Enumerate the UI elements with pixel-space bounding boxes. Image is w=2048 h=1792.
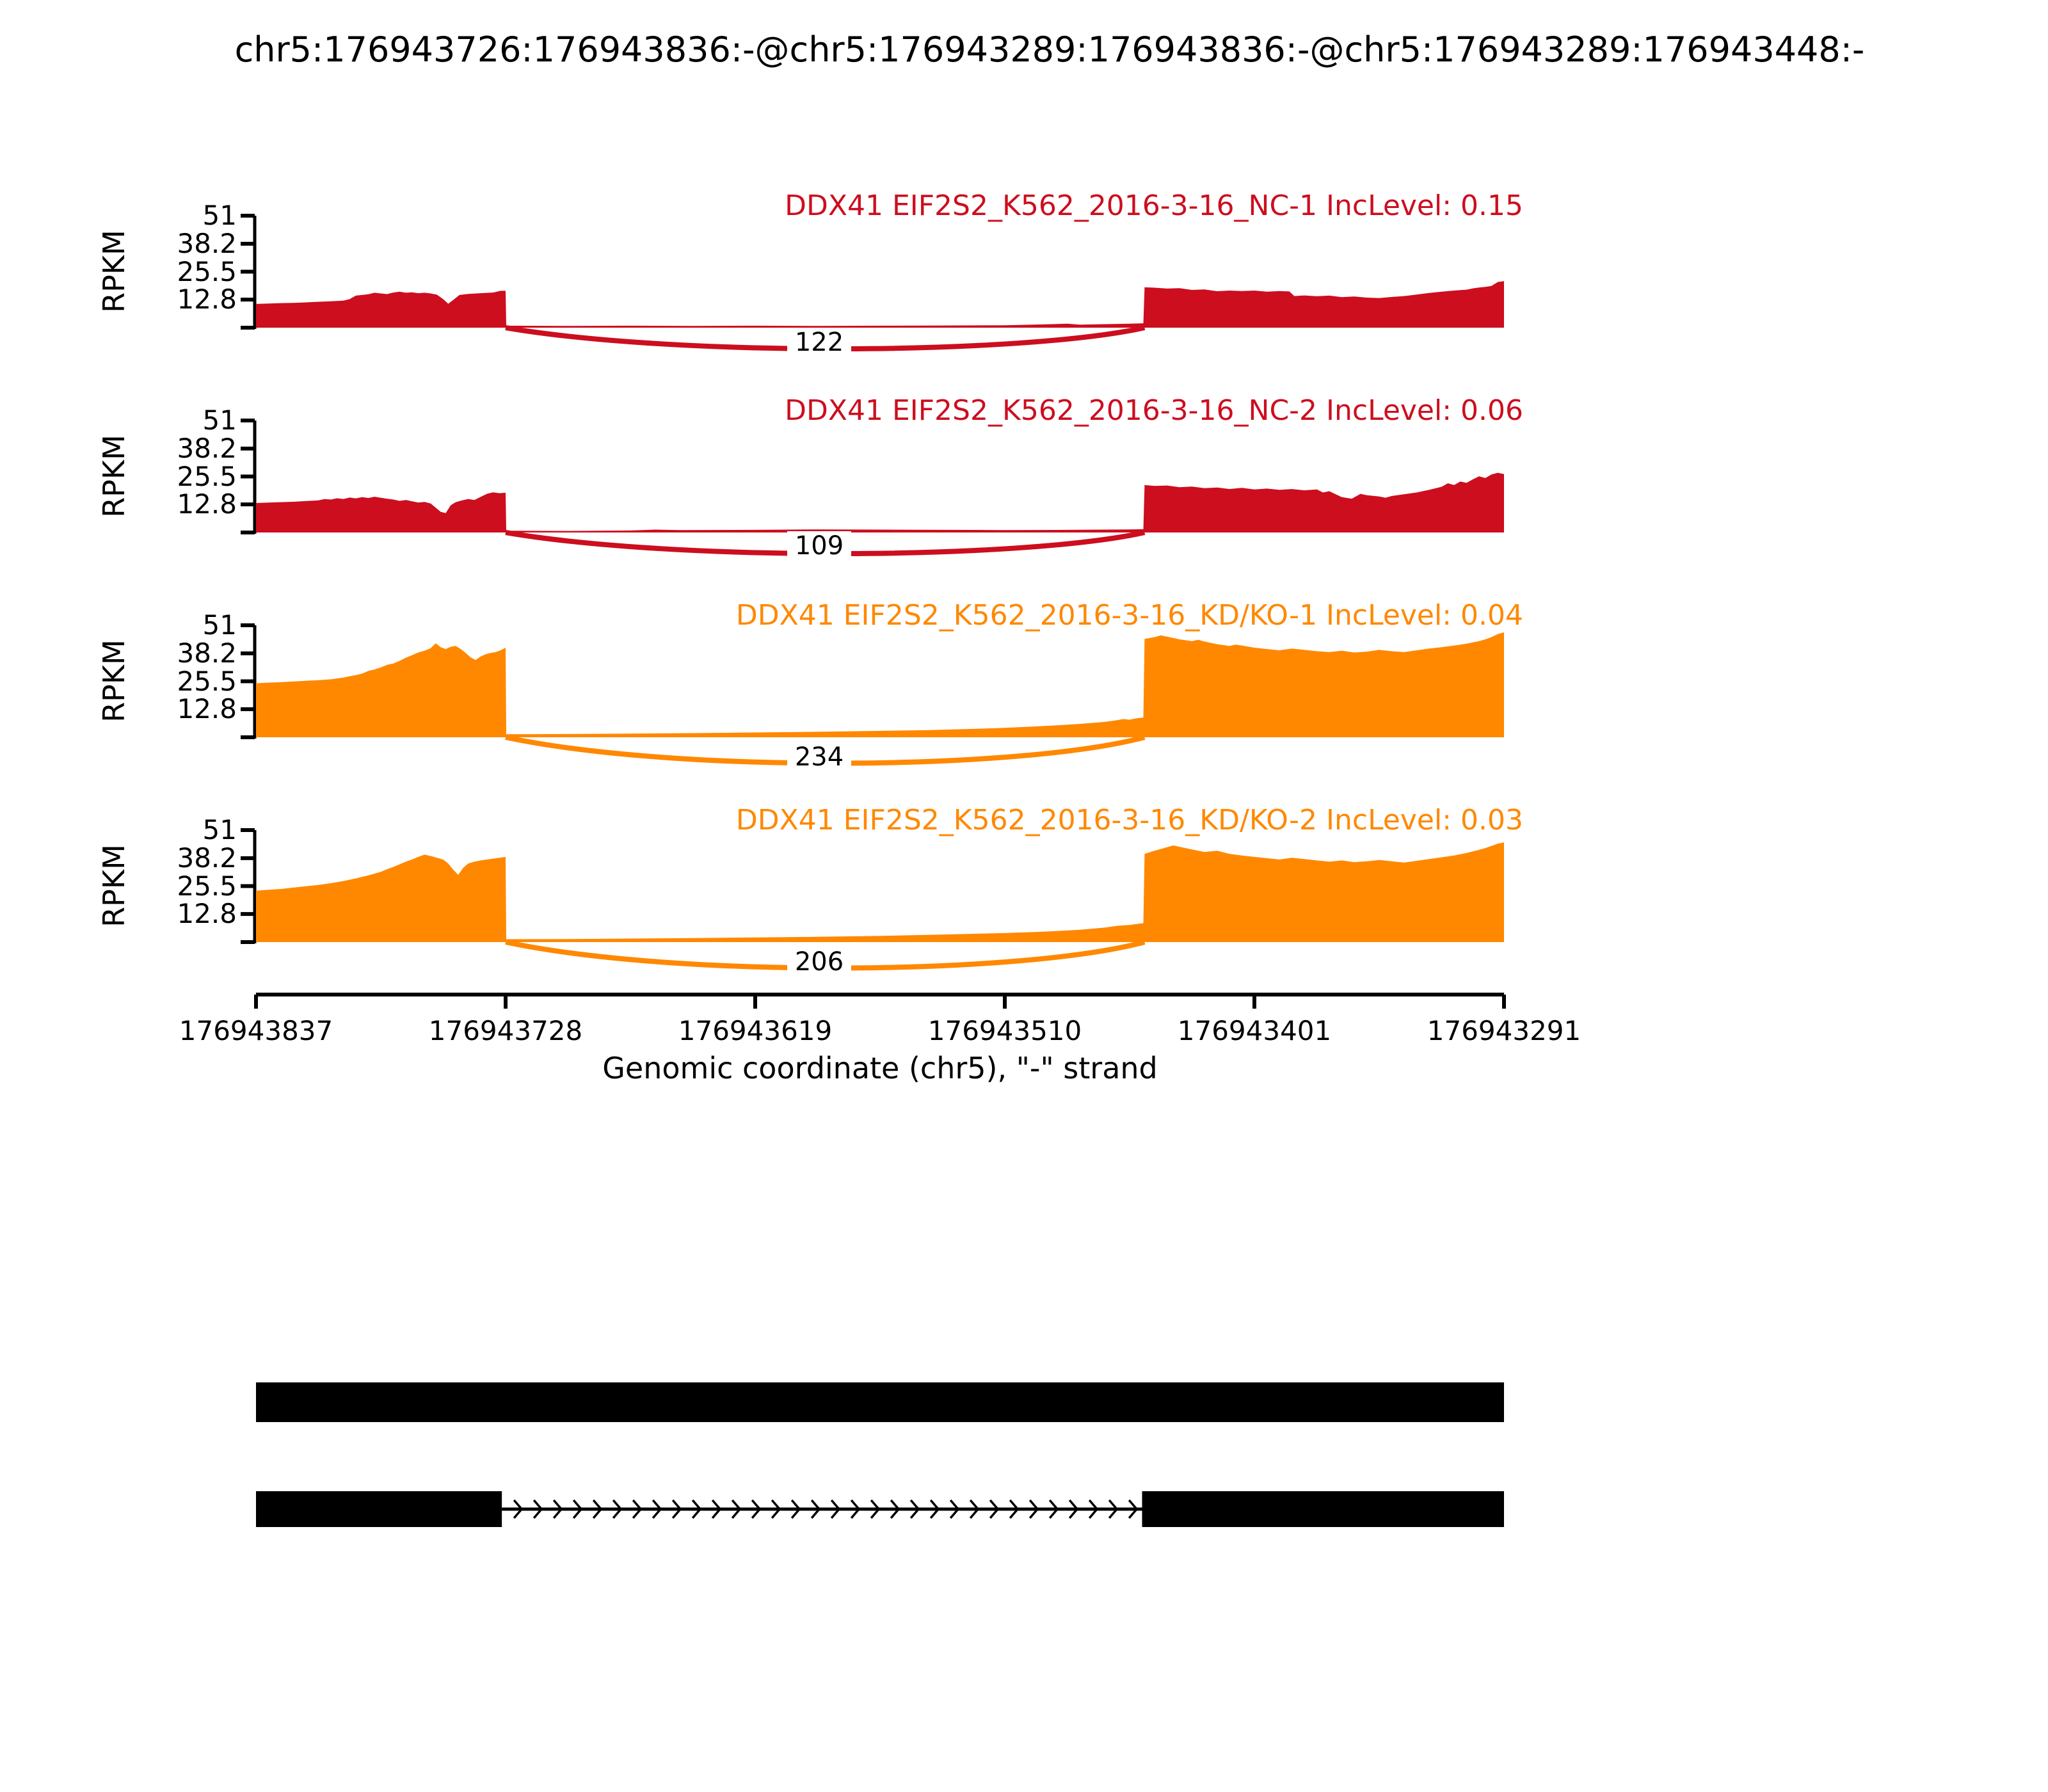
strand-direction-arrow-icon: [830, 1499, 841, 1519]
coverage-area-track-2: [256, 472, 1504, 532]
y-tick-label-track-4: 12.8: [177, 898, 237, 930]
x-tick-label: 176943728: [428, 1015, 583, 1046]
strand-direction-arrow-icon: [632, 1499, 643, 1519]
strand-direction-arrow-icon: [671, 1499, 682, 1519]
strand-direction-arrow-icon: [870, 1499, 881, 1519]
strand-direction-arrow-icon: [1068, 1499, 1079, 1519]
y-tick-label-track-1: 25.5: [177, 255, 237, 287]
junction-count-track-1: 122: [755, 325, 883, 360]
track-label-nc-1: DDX41 EIF2S2_K562_2016-3-16_NC-1 IncLeve…: [785, 189, 1523, 222]
y-axis-title-track-4: RPKM: [97, 844, 131, 927]
y-tick-label-track-2: 25.5: [177, 460, 237, 492]
strand-direction-arrow-icon: [731, 1499, 742, 1519]
junction-count-track-3: 234: [755, 740, 883, 774]
track-label-kdko-1: DDX41 EIF2S2_K562_2016-3-16_KD/KO-1 IncL…: [735, 599, 1523, 632]
y-tick-label-track-3: 38.2: [177, 637, 237, 669]
plot-title: chr5:176943726:176943836:-@chr5:17694328…: [234, 29, 1865, 70]
strand-direction-arrow-icon: [810, 1499, 821, 1519]
strand-direction-arrow-icon: [949, 1499, 960, 1519]
y-tick-label-track-3: 51: [202, 609, 237, 641]
strand-direction-arrow-icon: [771, 1499, 781, 1519]
coverage-area-track-4: [256, 842, 1504, 942]
x-tick-label: 176943510: [927, 1015, 1082, 1046]
gene-model-exon-inclusion-isoform: [256, 1382, 1504, 1422]
y-tick-label-track-1: 38.2: [177, 227, 237, 259]
strand-direction-arrow-icon: [929, 1499, 940, 1519]
x-axis-title: Genomic coordinate (chr5), "-" strand: [602, 1051, 1158, 1085]
strand-direction-arrow-icon: [890, 1499, 900, 1519]
strand-direction-arrow-icon: [691, 1499, 702, 1519]
strand-direction-arrow-icon: [1128, 1499, 1139, 1519]
x-tick-label: 176943291: [1427, 1015, 1581, 1046]
strand-direction-arrow-icon: [790, 1499, 801, 1519]
strand-direction-arrow-icon: [850, 1499, 861, 1519]
y-tick-label-track-2: 51: [202, 404, 237, 436]
strand-direction-arrow-icon: [572, 1499, 583, 1519]
y-axis-title-track-3: RPKM: [97, 639, 131, 723]
y-tick-label-track-4: 38.2: [177, 842, 237, 874]
y-tick-label-track-3: 25.5: [177, 665, 237, 697]
strand-direction-arrow-icon: [1108, 1499, 1119, 1519]
strand-direction-arrow-icon: [711, 1499, 722, 1519]
strand-direction-arrow-icon: [592, 1499, 603, 1519]
strand-direction-arrow-icon: [989, 1499, 1000, 1519]
strand-direction-arrow-icon: [513, 1499, 524, 1519]
strand-direction-arrow-icon: [909, 1499, 920, 1519]
y-tick-label-track-2: 38.2: [177, 432, 237, 464]
track-label-nc-2: DDX41 EIF2S2_K562_2016-3-16_NC-2 IncLeve…: [785, 394, 1523, 427]
junction-count-track-2: 109: [755, 529, 883, 563]
y-tick-label-track-2: 12.8: [177, 488, 237, 520]
strand-direction-arrow-icon: [1028, 1499, 1039, 1519]
strand-direction-arrow-icon: [612, 1499, 623, 1519]
x-tick-label: 176943837: [179, 1015, 333, 1046]
y-tick-label-track-1: 51: [202, 200, 237, 231]
track-label-kdko-2: DDX41 EIF2S2_K562_2016-3-16_KD/KO-2 IncL…: [735, 804, 1523, 836]
strand-direction-arrow-icon: [532, 1499, 543, 1519]
gene-model-exon-skipping-isoform: [1142, 1491, 1504, 1527]
strand-direction-arrow-icon: [969, 1499, 980, 1519]
x-tick-label: 176943619: [678, 1015, 833, 1046]
y-tick-label-track-4: 51: [202, 814, 237, 845]
y-axis-title-track-1: RPKM: [97, 230, 131, 313]
strand-direction-arrow-icon: [1009, 1499, 1020, 1519]
y-tick-label-track-3: 12.8: [177, 693, 237, 725]
strand-direction-arrow-icon: [652, 1499, 662, 1519]
junction-count-track-4: 206: [755, 945, 883, 979]
y-tick-label-track-1: 12.8: [177, 284, 237, 316]
strand-direction-arrow-icon: [1048, 1499, 1059, 1519]
y-axis-title-track-2: RPKM: [97, 435, 131, 518]
coverage-area-track-3: [256, 632, 1504, 737]
strand-direction-arrow-icon: [552, 1499, 563, 1519]
coverage-area-track-1: [256, 281, 1504, 328]
y-tick-label-track-4: 25.5: [177, 870, 237, 902]
strand-direction-arrow-icon: [1088, 1499, 1099, 1519]
gene-model-exon-skipping-isoform: [256, 1491, 502, 1527]
strand-direction-arrow-icon: [751, 1499, 762, 1519]
x-tick-label: 176943401: [1177, 1015, 1332, 1046]
